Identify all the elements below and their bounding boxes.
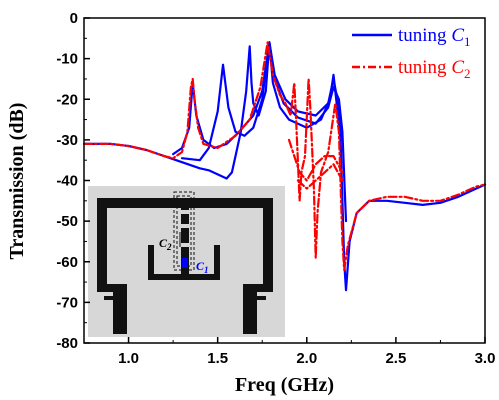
inset-inner-u-right: [214, 245, 220, 280]
y-tick-label: 0: [70, 10, 78, 27]
legend-c1-label: tuning C1: [398, 25, 471, 49]
x-tick-label: 2.5: [385, 350, 406, 367]
inset-feed-line: [181, 198, 189, 278]
legend: tuning C1 tuning C2: [352, 25, 471, 81]
series-c2-curve-2: [287, 138, 344, 182]
series-c1-curve-1: [82, 41, 487, 292]
inset-right-arm: [263, 198, 273, 288]
inset-gap-3: [181, 243, 189, 247]
inset-antenna-schematic: C2 C1: [88, 186, 285, 337]
x-axis-title: Freq (GHz): [235, 374, 334, 396]
inset-right-stub: [257, 296, 266, 300]
inset-left-stub: [104, 296, 113, 300]
ticks: 1.0 1.5 2.0 2.5 3.0 0 -10 -20 -30 -40 -50 -60 -70 -80: [56, 10, 495, 367]
legend-c2-label: tuning C2: [398, 57, 471, 81]
inset-gap-2: [181, 224, 189, 228]
x-tick-label: 2.0: [296, 350, 317, 367]
y-axis-title: Transmission (dB): [6, 103, 28, 260]
y-tick-label: -60: [56, 254, 78, 271]
inset-gap-1: [181, 210, 189, 214]
series-layer: [82, 41, 487, 292]
series-c2-curve-1: [82, 41, 487, 271]
y-tick-label: -10: [56, 51, 78, 68]
y-tick-label: -50: [56, 213, 78, 230]
x-tick-label: 3.0: [475, 350, 496, 367]
series-c2-curve-3: [296, 163, 344, 190]
inset-left-arm: [97, 198, 107, 288]
inset-left-foot: [97, 284, 127, 292]
y-tick-label: -20: [56, 91, 78, 108]
inset-right-foot: [243, 284, 273, 292]
inset-label-c1: C1: [196, 259, 209, 275]
inset-right-port: [243, 292, 257, 334]
y-tick-label: -80: [56, 335, 78, 352]
inset-left-port: [113, 292, 127, 334]
y-tick-label: -30: [56, 132, 78, 149]
y-tick-label: -70: [56, 294, 78, 311]
inset-c1-capacitor: [182, 258, 188, 268]
series-c1-curve-3: [172, 41, 344, 156]
x-tick-label: 1.5: [207, 350, 228, 367]
inset-inner-u-left: [148, 245, 154, 280]
y-tick-label: -40: [56, 173, 78, 190]
x-tick-label: 1.0: [118, 350, 139, 367]
inset-dashed-box-outer: [173, 191, 195, 271]
inset-label-c2: C2: [159, 236, 172, 252]
